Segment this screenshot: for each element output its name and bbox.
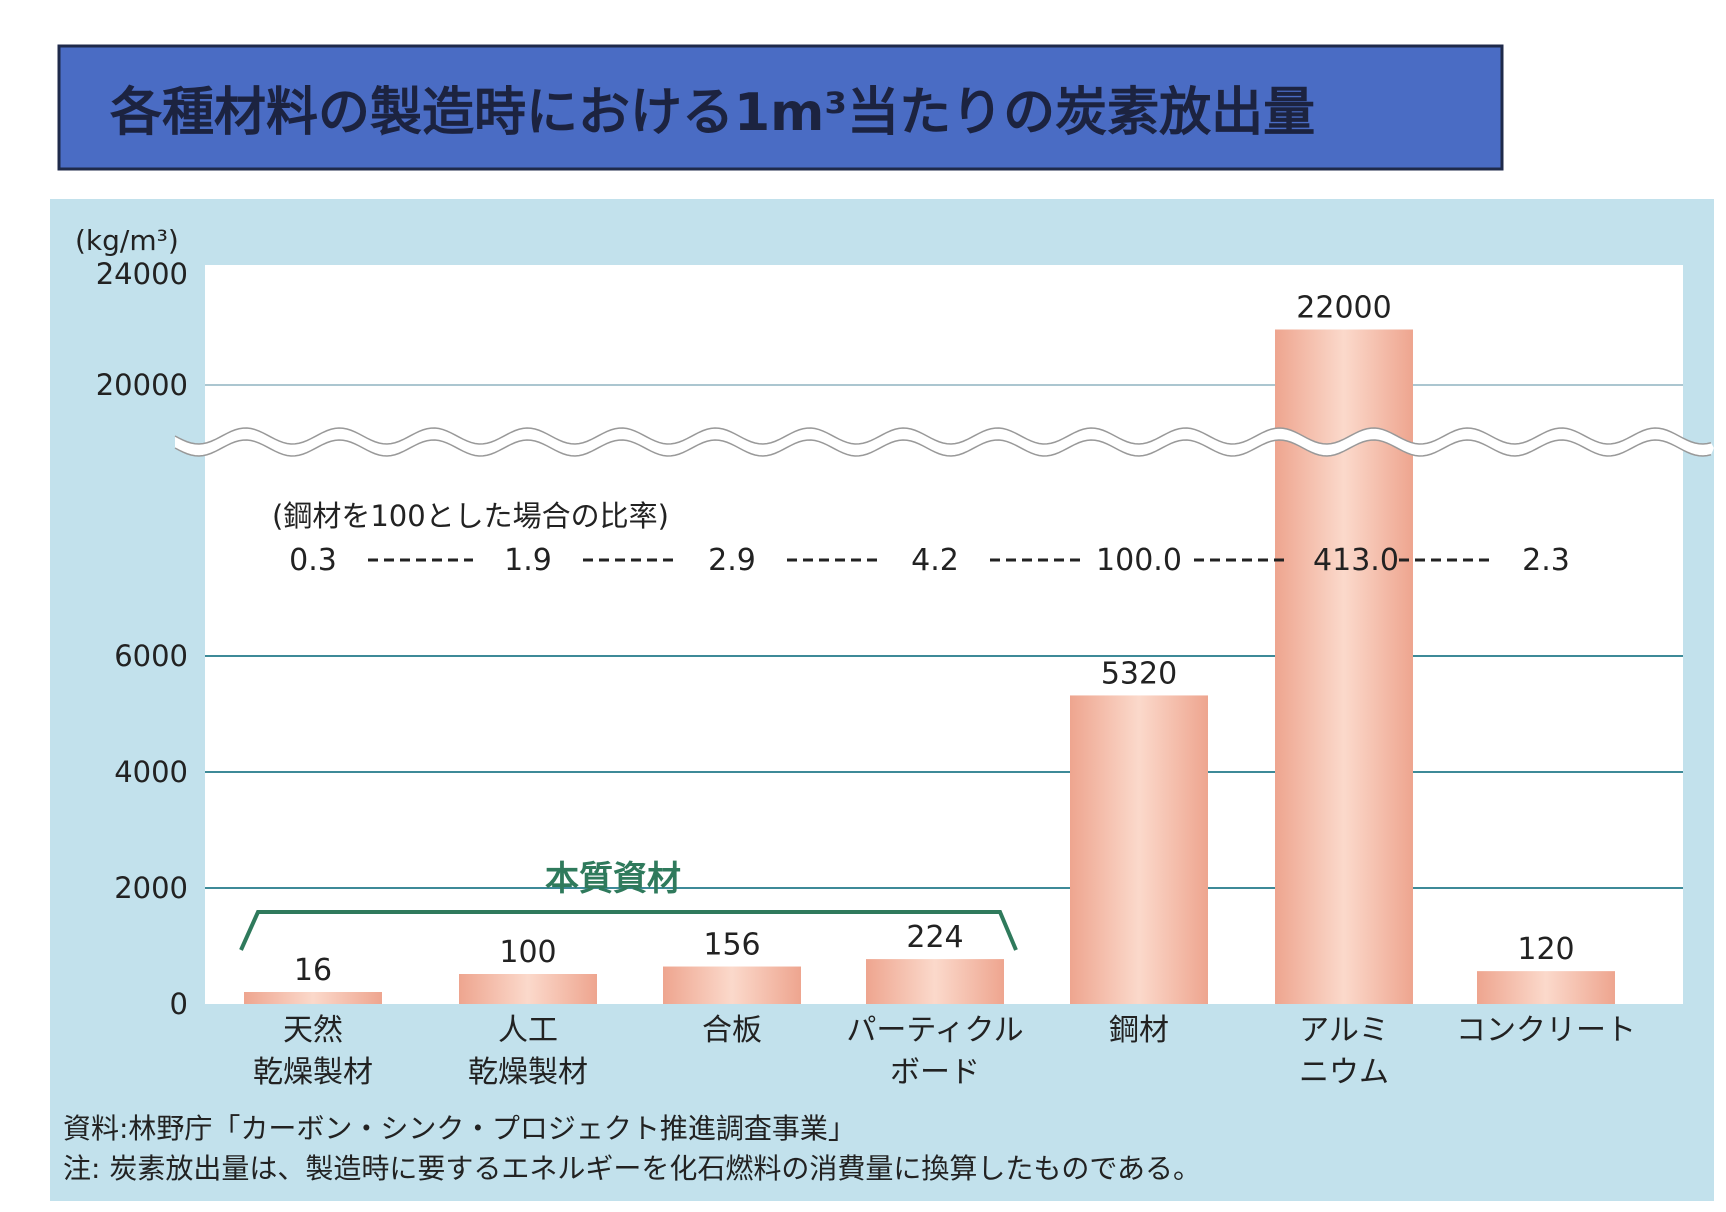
x-tick-label: 人工 bbox=[498, 1013, 558, 1048]
y-tick-label: 20000 bbox=[96, 368, 188, 402]
plot-area bbox=[205, 265, 1683, 1004]
x-tick-label: 天然 bbox=[283, 1013, 343, 1048]
bar bbox=[1070, 695, 1208, 1004]
y-axis-unit: (kg/m³) bbox=[75, 224, 179, 257]
x-tick-label: 鋼材 bbox=[1109, 1013, 1169, 1048]
ratio-label: 0.3 bbox=[289, 543, 337, 578]
bar bbox=[1275, 329, 1413, 1004]
x-tick-label: 乾燥製材 bbox=[468, 1055, 588, 1090]
bar-value-label: 156 bbox=[703, 928, 760, 963]
ratio-label: 2.3 bbox=[1522, 543, 1570, 578]
bar bbox=[459, 974, 597, 1004]
y-tick-label: 0 bbox=[170, 987, 188, 1021]
x-tick-label: 乾燥製材 bbox=[253, 1055, 373, 1090]
bar bbox=[1477, 971, 1615, 1004]
bar bbox=[244, 992, 382, 1004]
bar bbox=[866, 959, 1004, 1004]
x-tick-label: ニウム bbox=[1299, 1055, 1389, 1090]
note-definition: 注: 炭素放出量は、製造時に要するエネルギーを化石燃料の消費量に換算したものであ… bbox=[63, 1152, 1201, 1185]
bar-value-label: 120 bbox=[1517, 932, 1574, 967]
group-bracket bbox=[239, 910, 1018, 951]
bar-value-label: 5320 bbox=[1101, 656, 1177, 691]
ratio-label: 413.0 bbox=[1313, 543, 1399, 578]
chart-title: 各種材料の製造時における1m³当たりの炭素放出量 bbox=[110, 83, 1315, 143]
bar-value-label: 16 bbox=[294, 953, 332, 988]
ratio-label: 2.9 bbox=[708, 543, 756, 578]
x-tick-label: パーティクル bbox=[846, 1013, 1023, 1048]
ratio-label: 4.2 bbox=[911, 543, 959, 578]
ratio-label: 100.0 bbox=[1096, 543, 1182, 578]
bar-value-label: 22000 bbox=[1296, 291, 1391, 326]
ratio-title: (鋼材を100とした場合の比率) bbox=[272, 499, 669, 533]
bar-value-label: 100 bbox=[499, 935, 556, 970]
x-tick-label: ボード bbox=[890, 1055, 980, 1090]
x-tick-label: アルミ bbox=[1299, 1013, 1389, 1048]
x-tick-label: コンクリート bbox=[1456, 1013, 1636, 1048]
ratio-label: 1.9 bbox=[504, 543, 552, 578]
x-tick-label: 合板 bbox=[702, 1013, 762, 1048]
bar-value-label: 224 bbox=[906, 920, 963, 955]
bar bbox=[663, 966, 801, 1004]
y-tick-label: 2000 bbox=[114, 871, 188, 905]
group-label: 本質資材 bbox=[545, 859, 681, 899]
y-tick-label: 24000 bbox=[96, 257, 188, 291]
title-box bbox=[57, 44, 1504, 171]
y-tick-label: 4000 bbox=[114, 755, 188, 789]
y-tick-label: 6000 bbox=[114, 639, 188, 673]
note-source: 資料:林野庁「カーボン・シンク・プロジェクト推進調査事業」 bbox=[63, 1112, 856, 1145]
axis-break bbox=[174, 427, 1714, 457]
